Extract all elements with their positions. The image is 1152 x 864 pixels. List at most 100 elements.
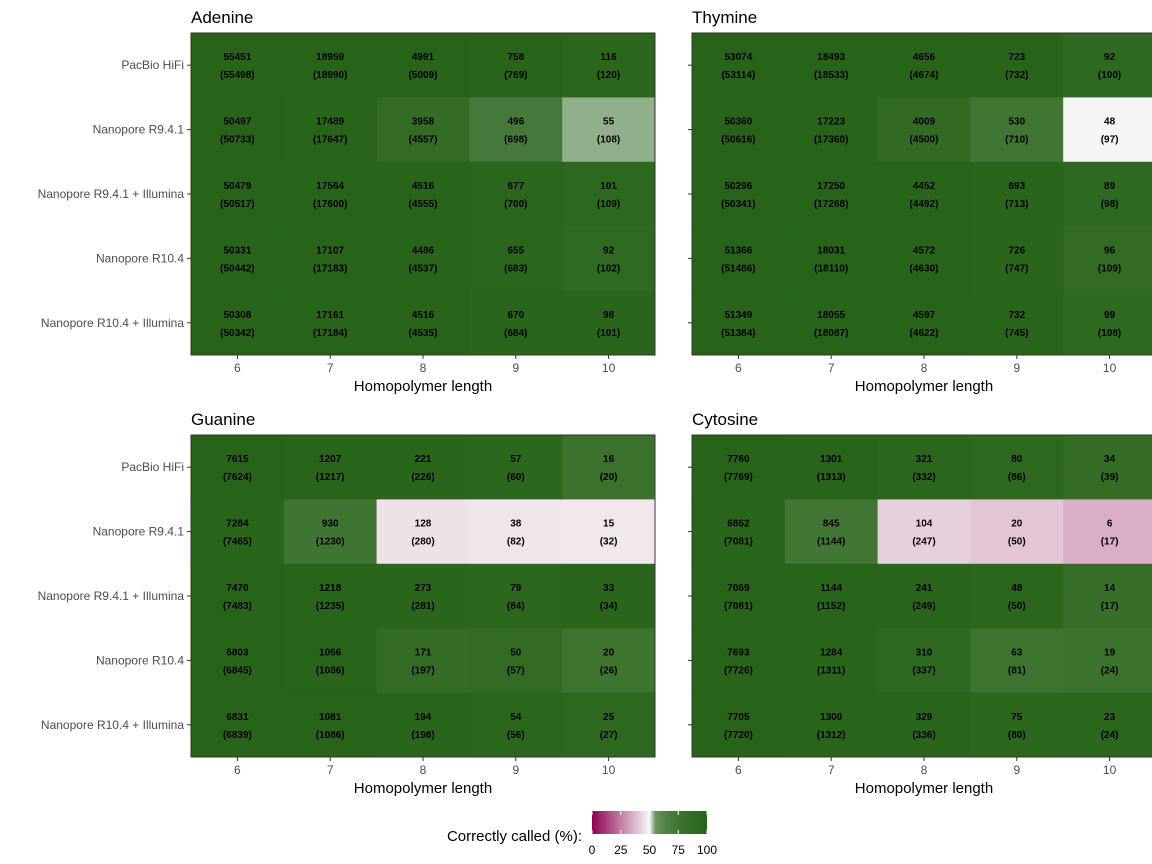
heatmap-cell bbox=[877, 97, 971, 163]
heatmap-cell bbox=[877, 563, 971, 629]
cell-correct-label: 17489 bbox=[316, 117, 344, 128]
cell-correct-label: 7693 bbox=[727, 647, 750, 658]
heatmap-cell bbox=[562, 226, 656, 292]
cell-total-label: (27) bbox=[600, 730, 618, 741]
cell-total-label: (24) bbox=[1101, 665, 1119, 676]
heatmap-cell bbox=[283, 692, 378, 758]
cell-correct-label: 530 bbox=[1008, 117, 1025, 128]
cell-correct-label: 92 bbox=[603, 245, 615, 256]
cell-correct-label: 50479 bbox=[223, 181, 251, 192]
heatmap-cell bbox=[562, 97, 656, 163]
cell-total-label: (1313) bbox=[817, 472, 846, 483]
heatmap-cell bbox=[191, 563, 285, 629]
heatmap-cell bbox=[562, 499, 656, 565]
cell-total-label: (336) bbox=[912, 730, 935, 741]
cell-total-label: (26) bbox=[600, 665, 618, 676]
cell-correct-label: 7284 bbox=[226, 519, 249, 530]
cell-correct-label: 4656 bbox=[913, 52, 936, 63]
cell-correct-label: 221 bbox=[415, 454, 432, 465]
cell-correct-label: 51366 bbox=[724, 245, 752, 256]
cell-correct-label: 23 bbox=[1104, 712, 1116, 723]
heatmap-cell bbox=[970, 161, 1064, 227]
heatmap-cell bbox=[376, 226, 470, 292]
cell-total-label: (6839) bbox=[223, 730, 252, 741]
cell-correct-label: 4572 bbox=[913, 245, 936, 256]
panel-cytosine: Cytosine 7760 (7769) 1301 (1313) 321 (332) 80 (8… bbox=[688, 410, 1152, 797]
cell-correct-label: 17223 bbox=[817, 117, 845, 128]
cell-total-label: (1086) bbox=[316, 665, 345, 676]
cell-correct-label: 89 bbox=[1104, 181, 1116, 192]
cell-correct-label: 38 bbox=[510, 519, 522, 530]
cell-correct-label: 54 bbox=[510, 712, 522, 723]
heatmap-cell bbox=[692, 97, 786, 163]
cell-correct-label: 50497 bbox=[223, 117, 251, 128]
cell-total-label: (17268) bbox=[814, 199, 848, 210]
cell-total-label: (732) bbox=[1005, 70, 1028, 81]
heatmap-cell bbox=[562, 628, 656, 694]
legend-tick-label: 50 bbox=[643, 843, 657, 857]
cell-correct-label: 677 bbox=[507, 181, 524, 192]
row-label: Nanopore R10.4 bbox=[96, 251, 184, 265]
cell-correct-label: 329 bbox=[916, 712, 933, 723]
cell-correct-label: 1207 bbox=[319, 454, 342, 465]
cell-total-label: (34) bbox=[600, 601, 618, 612]
cell-total-label: (108) bbox=[597, 135, 620, 146]
cell-correct-label: 1218 bbox=[319, 583, 342, 594]
heatmap-cell bbox=[877, 161, 971, 227]
cell-total-label: (1086) bbox=[316, 730, 345, 741]
cell-correct-label: 6803 bbox=[226, 647, 249, 658]
cell-correct-label: 50360 bbox=[724, 117, 752, 128]
cell-correct-label: 310 bbox=[916, 647, 933, 658]
row-label: Nanopore R9.4.1 bbox=[93, 525, 185, 539]
cell-correct-label: 655 bbox=[507, 245, 524, 256]
cell-total-label: (1230) bbox=[316, 537, 345, 548]
x-tick-label: 10 bbox=[1103, 763, 1117, 777]
legend-ticks: 0 25 50 75 100 bbox=[589, 811, 717, 857]
cell-total-label: (56) bbox=[507, 730, 525, 741]
cell-total-label: (101) bbox=[597, 328, 620, 339]
heatmap-cell bbox=[283, 563, 378, 629]
cell-total-label: (7081) bbox=[724, 537, 753, 548]
cell-total-label: (7465) bbox=[223, 537, 252, 548]
heatmap-cell bbox=[1063, 290, 1152, 356]
heatmap-cell bbox=[784, 628, 879, 694]
cell-correct-label: 55451 bbox=[223, 52, 251, 63]
x-tick-label: 7 bbox=[828, 361, 835, 375]
cell-correct-label: 3958 bbox=[412, 117, 435, 128]
cell-total-label: (100) bbox=[1098, 70, 1121, 81]
heatmap-cell bbox=[283, 161, 378, 227]
row-label: Nanopore R10.4 + Illumina bbox=[41, 316, 184, 330]
heatmap-cell bbox=[1063, 33, 1152, 98]
cell-correct-label: 50331 bbox=[223, 245, 251, 256]
cell-total-label: (50517) bbox=[220, 199, 254, 210]
cell-total-label: (280) bbox=[411, 537, 434, 548]
heatmap-cell bbox=[191, 435, 285, 500]
heatmap-cell bbox=[283, 499, 378, 565]
heatmap-cell bbox=[970, 499, 1064, 565]
cell-correct-label: 4597 bbox=[913, 310, 936, 321]
row-label: PacBio HiFi bbox=[121, 460, 184, 474]
heatmap-cell bbox=[970, 226, 1064, 292]
cell-correct-label: 1300 bbox=[820, 712, 843, 723]
cell-correct-label: 128 bbox=[415, 519, 432, 530]
cell-total-label: (747) bbox=[1005, 263, 1028, 274]
panel-title: Thymine bbox=[692, 8, 757, 27]
panel-guanine: Guanine7615(7624)1207(1217)221(226)57(60… bbox=[38, 410, 656, 797]
cell-correct-label: 50308 bbox=[223, 310, 251, 321]
cell-total-label: (1312) bbox=[817, 730, 846, 741]
heatmap-cell bbox=[877, 290, 971, 356]
cell-correct-label: 496 bbox=[507, 117, 524, 128]
cell-total-label: (18533) bbox=[814, 70, 848, 81]
heatmap-cell bbox=[376, 435, 470, 500]
cell-total-label: (713) bbox=[1005, 199, 1028, 210]
cell-total-label: (1152) bbox=[817, 601, 845, 612]
heatmap-cell bbox=[562, 290, 656, 356]
cell-correct-label: 1301 bbox=[820, 454, 843, 465]
cell-total-label: (17360) bbox=[814, 135, 848, 146]
cell-total-label: (710) bbox=[1005, 135, 1028, 146]
x-tick-label: 10 bbox=[1103, 361, 1117, 375]
cell-total-label: (50) bbox=[1008, 601, 1026, 612]
cell-total-label: (281) bbox=[411, 601, 434, 612]
heatmap-cell bbox=[784, 692, 879, 758]
cell-correct-label: 34 bbox=[1104, 454, 1116, 465]
